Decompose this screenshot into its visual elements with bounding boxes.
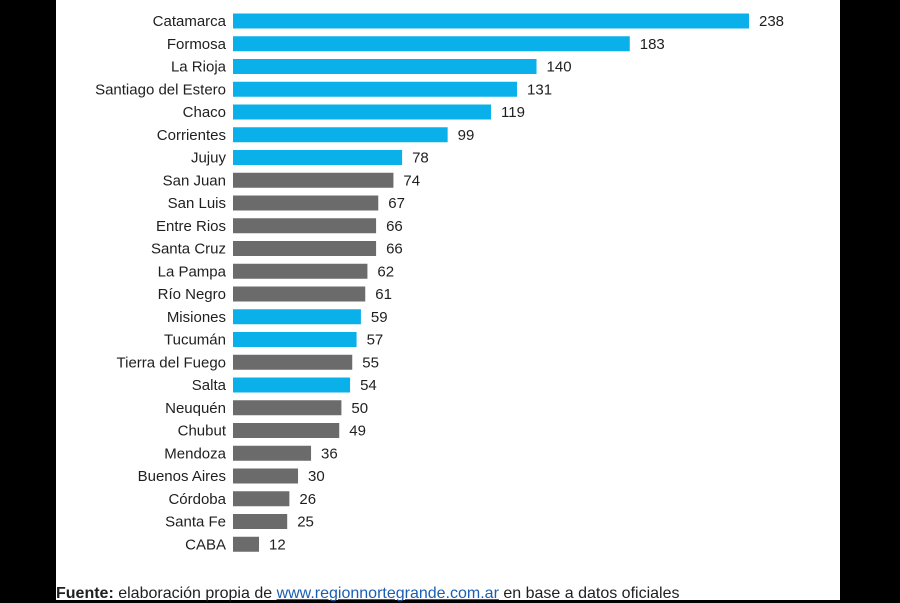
value-label-san-juan: 74 — [403, 172, 420, 189]
value-label-neuquen: 50 — [351, 400, 368, 417]
category-label-tierra-del-fuego: Tierra del Fuego — [117, 354, 227, 371]
bar-la-pampa — [233, 263, 368, 279]
bar-chaco — [233, 104, 491, 120]
category-label-chaco: Chaco — [183, 104, 226, 121]
source-link[interactable]: www.regionnortegrande.com.ar — [276, 585, 499, 602]
category-label-santiago-del-estero: Santiago del Estero — [95, 81, 226, 98]
value-label-tierra-del-fuego: 55 — [362, 354, 379, 371]
value-label-la-rioja: 140 — [547, 59, 572, 76]
bar-catamarca — [233, 13, 749, 29]
category-label-santa-cruz: Santa Cruz — [151, 241, 226, 258]
category-label-santa-fe: Santa Fe — [165, 514, 226, 531]
bar-jujuy — [233, 150, 403, 165]
bar-buenos-aires — [233, 468, 299, 484]
category-label-neuquen: Neuquén — [165, 400, 226, 417]
value-label-caba: 12 — [269, 536, 286, 553]
category-label-la-pampa: La Pampa — [158, 263, 227, 280]
value-label-mendoza: 36 — [321, 445, 338, 462]
category-label-san-juan: San Juan — [163, 172, 226, 189]
category-label-chubut: Chubut — [178, 423, 227, 440]
category-label-mendoza: Mendoza — [164, 445, 226, 462]
bar-cordoba — [233, 491, 290, 507]
category-label-salta: Salta — [192, 377, 227, 394]
bar-santa-cruz — [233, 241, 377, 256]
bar-corrientes — [233, 127, 448, 143]
bar-mendoza — [233, 445, 312, 461]
bar-rio-negro — [233, 286, 366, 302]
category-label-corrientes: Corrientes — [157, 127, 226, 144]
value-label-santiago-del-estero: 131 — [527, 81, 552, 98]
category-label-entre-rios: Entre Rios — [156, 218, 226, 235]
bar-misiones — [233, 309, 361, 325]
value-label-corrientes: 99 — [458, 127, 475, 144]
value-label-tucuman: 57 — [367, 332, 384, 349]
bar-neuquen — [233, 400, 342, 416]
category-label-catamarca: Catamarca — [153, 13, 227, 30]
bar-entre-rios — [233, 218, 377, 234]
bar-santiago-del-estero — [233, 81, 518, 97]
source-text-after: en base a datos oficiales — [498, 585, 680, 602]
bar-la-rioja — [233, 59, 537, 74]
bar-chart: Catamarca 238 Formosa 183 La Rioja 140 Santiag… — [95, 13, 784, 553]
bar-san-luis — [233, 195, 379, 211]
source-label: Fuente: — [56, 585, 114, 602]
bar-salta — [233, 377, 351, 393]
value-label-formosa: 183 — [640, 36, 665, 53]
category-label-la-rioja: La Rioja — [171, 59, 227, 76]
value-label-buenos-aires: 30 — [308, 468, 325, 485]
category-label-cordoba: Córdoba — [168, 491, 226, 508]
bar-san-juan — [233, 172, 394, 188]
value-label-salta: 54 — [360, 377, 377, 394]
value-label-rio-negro: 61 — [375, 286, 392, 303]
category-label-buenos-aires: Buenos Aires — [138, 468, 226, 485]
category-label-misiones: Misiones — [167, 309, 226, 326]
value-label-chaco: 119 — [501, 104, 525, 121]
value-label-misiones: 59 — [371, 309, 388, 326]
value-label-chubut: 49 — [349, 423, 366, 440]
category-label-san-luis: San Luis — [168, 195, 226, 212]
category-label-tucuman: Tucumán — [164, 332, 226, 349]
value-label-santa-fe: 25 — [297, 514, 314, 531]
bar-santa-fe — [233, 514, 288, 529]
value-label-jujuy: 78 — [412, 150, 429, 167]
value-label-santa-cruz: 66 — [386, 241, 403, 258]
value-label-catamarca: 238 — [759, 13, 784, 30]
bar-formosa — [233, 36, 630, 52]
category-label-formosa: Formosa — [167, 36, 227, 53]
chart-panel: Catamarca 238 Formosa 183 La Rioja 140 Santiag… — [56, 0, 840, 603]
source-text-before: elaboración propia de — [113, 585, 277, 602]
value-label-cordoba: 26 — [299, 491, 316, 508]
value-label-la-pampa: 62 — [377, 263, 394, 280]
source-note: Fuente: elaboración propia de www.region… — [56, 585, 840, 603]
bar-caba — [233, 536, 260, 552]
bar-chubut — [233, 423, 340, 438]
category-label-caba: CABA — [185, 536, 226, 553]
bar-tucuman — [233, 332, 357, 347]
category-label-rio-negro: Río Negro — [158, 286, 226, 303]
value-label-san-luis: 67 — [388, 195, 405, 212]
value-label-entre-rios: 66 — [386, 218, 403, 235]
bar-tierra-del-fuego — [233, 354, 353, 370]
category-label-jujuy: Jujuy — [191, 150, 227, 167]
